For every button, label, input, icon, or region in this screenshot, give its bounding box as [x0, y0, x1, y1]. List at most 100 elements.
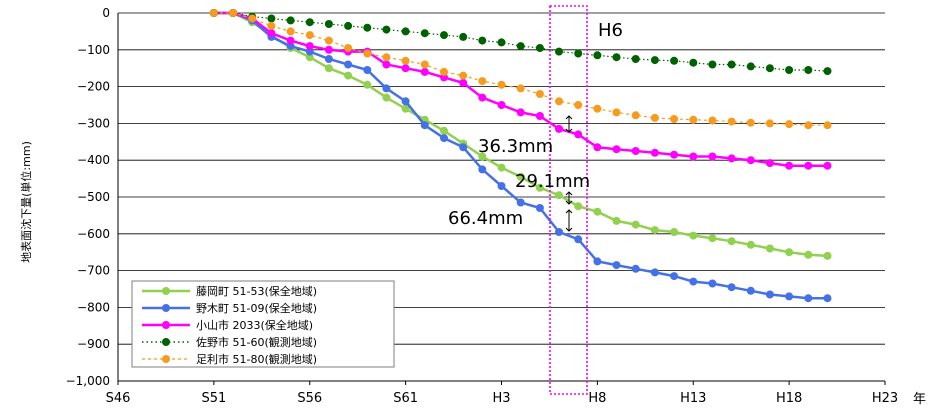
y-tick-label: −700	[77, 264, 110, 278]
data-point	[804, 66, 813, 74]
data-point	[382, 53, 391, 62]
data-point	[631, 147, 640, 155]
data-point	[631, 264, 640, 273]
data-point	[670, 272, 679, 281]
data-point	[535, 112, 544, 120]
data-point	[267, 14, 276, 23]
data-point	[670, 56, 679, 65]
data-point	[823, 161, 832, 170]
data-point	[382, 60, 391, 69]
x-tick-label: H13	[680, 391, 706, 406]
data-point	[305, 47, 314, 56]
data-point	[650, 268, 659, 277]
data-point	[420, 60, 429, 69]
legend-item: 藤岡町 51-53(保全地域)	[142, 284, 317, 298]
data-point	[286, 27, 295, 36]
data-point	[459, 143, 468, 152]
data-point	[727, 154, 736, 163]
data-point	[324, 20, 333, 28]
legend-swatch-marker	[162, 338, 170, 346]
data-point	[440, 134, 448, 143]
data-point	[267, 29, 276, 38]
x-tick-label: H18	[776, 391, 802, 406]
data-point	[344, 71, 353, 80]
data-point	[555, 191, 563, 200]
legend-label: 佐野市 51-60(観測地域)	[196, 335, 317, 349]
data-point	[363, 66, 372, 74]
data-point	[209, 9, 218, 17]
y-tick-label: 0	[102, 6, 110, 20]
data-point	[612, 216, 621, 225]
arrow-29mm-bottom	[565, 200, 573, 205]
data-point	[497, 101, 506, 109]
data-point	[574, 101, 583, 109]
data-point	[650, 148, 659, 157]
data-point	[497, 38, 506, 47]
legend-item: 佐野市 51-60(観測地域)	[142, 335, 317, 349]
y-tick-label: −600	[77, 227, 110, 241]
data-point	[324, 64, 333, 73]
data-point	[689, 231, 698, 240]
data-point	[823, 251, 832, 260]
data-point	[555, 47, 563, 56]
data-point	[363, 23, 372, 32]
x-tick-label: H23	[872, 391, 898, 406]
data-point	[286, 16, 295, 25]
data-point	[670, 228, 679, 236]
data-point	[478, 36, 487, 45]
legend-item: 野木町 51-09(保全地域)	[142, 301, 317, 315]
data-point	[535, 90, 544, 98]
data-point	[708, 60, 717, 69]
data-point	[478, 93, 487, 102]
annotation-66mm: 66.4mm	[448, 208, 523, 229]
arrow-29mm-top	[565, 191, 573, 196]
data-point	[229, 9, 238, 17]
data-point	[344, 44, 353, 52]
data-point	[612, 108, 621, 117]
data-point	[516, 42, 525, 51]
data-point	[363, 49, 372, 58]
data-point	[689, 115, 698, 124]
y-tick-label: −400	[77, 153, 110, 167]
y-tick-label: −500	[77, 190, 110, 204]
x-tick-label: S51	[201, 391, 226, 406]
data-point	[765, 244, 774, 253]
data-point	[746, 286, 755, 295]
data-point	[286, 36, 295, 45]
data-point	[401, 97, 410, 106]
data-point	[650, 113, 659, 122]
legend-swatch-marker	[162, 304, 170, 312]
arrow-66mm-bottom	[565, 227, 573, 232]
data-point	[746, 62, 755, 71]
data-point	[555, 228, 563, 236]
legend-label: 足利市 51-80(観測地域)	[196, 352, 317, 366]
data-point	[535, 44, 544, 52]
data-point	[593, 51, 602, 60]
data-point	[535, 204, 544, 212]
data-point	[344, 21, 353, 30]
data-point	[497, 80, 506, 89]
data-point	[478, 165, 487, 174]
annotation-h6: H6	[598, 20, 623, 41]
data-point	[440, 126, 448, 135]
data-point	[650, 226, 659, 235]
data-point	[689, 58, 698, 67]
x-axis-title: 年	[913, 392, 926, 407]
legend-swatch-marker	[162, 355, 170, 363]
data-point	[708, 279, 717, 288]
data-point	[248, 14, 257, 23]
arrow-66mm-top	[565, 209, 573, 214]
data-point	[670, 115, 679, 123]
data-point	[823, 294, 832, 303]
y-tick-label: −200	[77, 80, 110, 94]
data-point	[785, 248, 794, 257]
x-tick-label: S61	[393, 391, 418, 406]
data-point	[459, 32, 468, 41]
data-point	[478, 152, 487, 161]
data-point	[593, 143, 602, 152]
data-point	[574, 49, 583, 58]
data-point	[440, 31, 448, 40]
data-point	[689, 152, 698, 161]
data-point	[708, 116, 717, 125]
